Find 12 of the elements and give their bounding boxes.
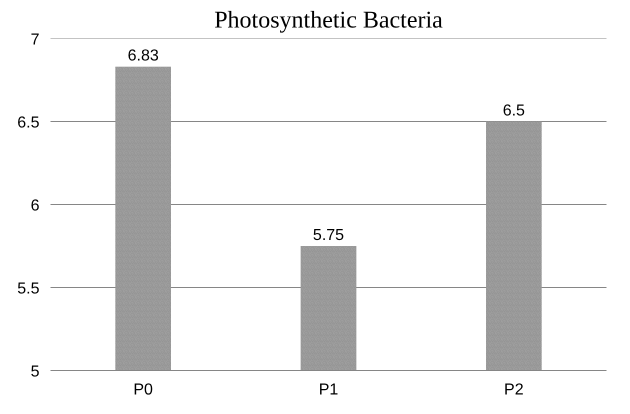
data-label: 6.5 [502, 102, 526, 120]
x-tick-label: P0 [133, 382, 154, 398]
y-tick-label: 5 [30, 364, 40, 380]
x-tick-label: P1 [318, 382, 338, 398]
data-label: 5.75 [312, 227, 344, 244]
y-tick-label: 6 [30, 198, 40, 214]
y-tick-label: 7 [30, 32, 40, 48]
data-label: 6.83 [128, 48, 159, 65]
x-tick-label: P2 [504, 382, 524, 398]
y-tick-label: 5.5 [17, 280, 40, 298]
chart-title: Photosynthetic Bacteria [214, 8, 444, 34]
y-tick-label: 6.5 [17, 114, 40, 132]
